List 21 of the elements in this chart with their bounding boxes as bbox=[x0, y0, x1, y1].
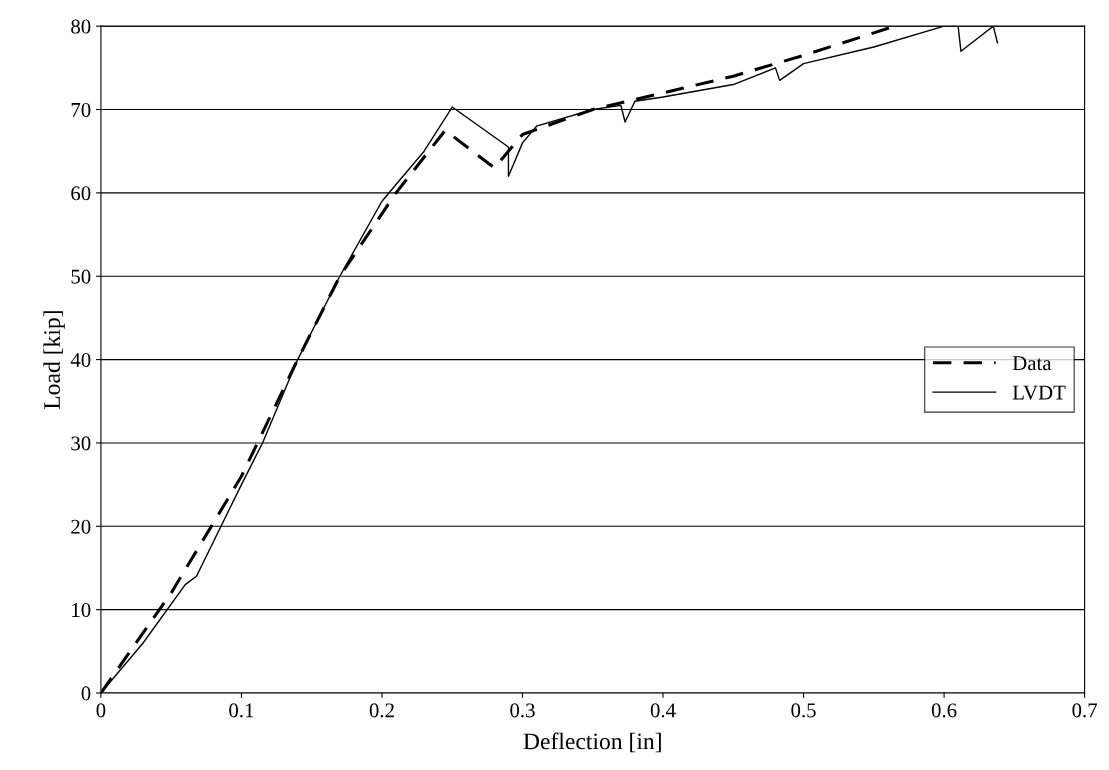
legend-label: LVDT bbox=[1012, 385, 1066, 400]
y-tick-label: 30 bbox=[71, 436, 91, 451]
y-tick-label: 10 bbox=[72, 603, 91, 618]
x-tick-label: 0 bbox=[96, 703, 106, 718]
y-axis-title: Load [kip] bbox=[43, 311, 65, 410]
x-tick-label: 0.7 bbox=[1072, 703, 1098, 718]
y-tick-label: 80 bbox=[71, 19, 91, 34]
y-tick-label: 40 bbox=[70, 352, 91, 368]
x-tick-label: 0.3 bbox=[510, 703, 535, 718]
legend-label: Data bbox=[1012, 356, 1052, 371]
x-tick-label: 0.2 bbox=[369, 703, 394, 718]
y-tick-label: 50 bbox=[71, 269, 91, 284]
y-tick-label: 0 bbox=[81, 686, 91, 701]
x-axis-title: Deflection [in] bbox=[523, 732, 661, 753]
y-tick-label: 70 bbox=[71, 102, 91, 117]
x-tick-label: 0.5 bbox=[791, 703, 816, 718]
y-tick-label: 60 bbox=[71, 186, 91, 201]
x-tick-label: 0.1 bbox=[229, 703, 254, 718]
x-tick-label: 0.4 bbox=[650, 703, 676, 718]
y-tick-label: 20 bbox=[71, 519, 91, 534]
x-tick-label: 0.6 bbox=[931, 703, 957, 718]
